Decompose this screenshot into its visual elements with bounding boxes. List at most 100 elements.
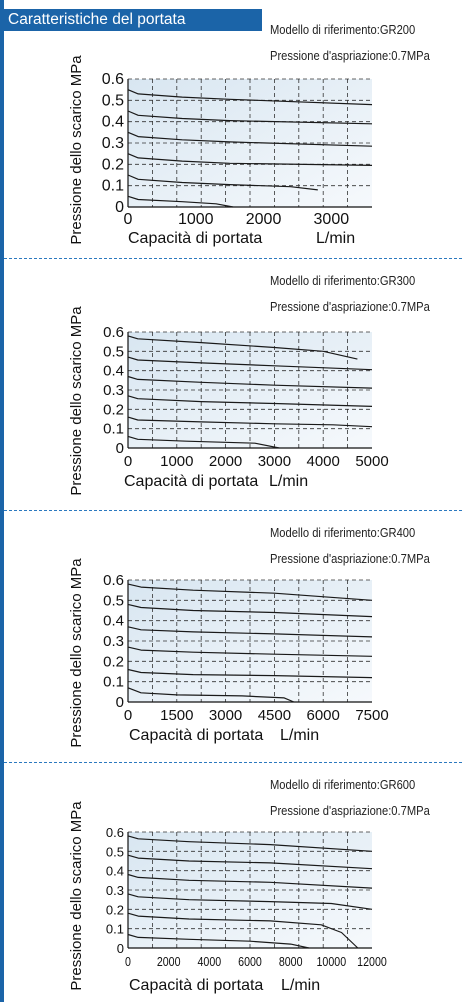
chart-gr600: 0 0.1 0.2 0.3 0.4 0.5 0.6 0 2000 4000 6000 8000 1000… [4,762,462,1002]
series-line-6 [127,435,280,449]
y-tick-label: 0 [116,440,124,457]
x-axis-unit: L/min [269,473,308,490]
series-line-3 [127,375,373,389]
y-tick-label: 0 [116,694,124,711]
y-tick-label: 0.4 [102,114,124,131]
y-tick-label: 0.3 [103,633,124,650]
inlet-pressure-label: Pressione d'aspriazione:0.7MPa [270,299,430,314]
x-tick-label: 12000 [357,954,387,969]
y-tick-label: 0.5 [102,92,124,109]
y-axis-label: Pressione dello scarico MPa [68,306,85,496]
y-tick-label: 0.2 [103,401,124,418]
x-axis-label: Capacità di portata [129,727,263,744]
chart-gr400: 0 0.1 0.2 0.3 0.4 0.5 0.6 0 1500 3000 4500 6000 7500… [4,510,462,762]
y-axis-label: Pressione dello scarico MPa [68,558,85,748]
x-tick-label: 2000 [157,954,181,969]
x-tick-label: 6000 [307,707,340,724]
y-tick-label: 0 [115,199,124,216]
x-tick-label: 4000 [197,954,221,969]
model-reference-label: Modello di riferimento:GR600 [270,777,415,792]
y-axis-label: Pressione dello scarico MPa [68,801,85,991]
y-tick-label: 0.4 [106,864,124,879]
x-tick-label: 0 [124,453,132,470]
y-tick-label: 0.1 [102,178,124,195]
y-tick-label: 0.3 [102,135,124,152]
y-tick-label: 0.1 [106,922,124,937]
series-line-1 [127,89,373,106]
series-line-5 [127,174,318,191]
chart-gr300: 0 0.1 0.2 0.3 0.4 0.5 0.6 0 1000 2000 3000 4000 5000… [4,258,462,510]
x-tick-label: 1500 [160,707,193,724]
y-tick-label: 0.2 [102,156,124,173]
y-tick-label: 0.3 [103,382,124,399]
x-tick-label: 10000 [317,954,347,969]
chart-gr400-svg: 00.10.20.30.40.50.60 1500 3000 4500 6000 7500… [68,525,430,748]
y-axis-label: Pressione dello scarico MPa [68,55,85,245]
y-tick-label: 0.6 [103,324,124,341]
inlet-pressure-label: Pressione d'aspriazione:0.7MPa [270,551,430,566]
y-tick-label: 0 [117,941,124,956]
series-line-5 [127,912,359,949]
x-axis-label: Capacità di portata [124,473,258,490]
chart-gr200: 0 0.1 0.2 0.3 0.4 0.5 0.6 0 1000 2000 3000 Capacità… [4,0,462,258]
inlet-pressure-label: Pressione d'aspriazione:0.7MPa [270,48,430,63]
x-tick-label: 2000 [209,453,242,470]
y-tick-label: 0.3 [106,883,124,898]
x-tick-label: 6000 [238,954,262,969]
x-axis-unit: L/min [281,977,320,994]
model-reference-label: Modello di riferimento:GR400 [270,525,415,540]
section-divider [4,510,462,511]
series-line-4 [127,153,373,166]
x-axis-unit: L/min [280,727,319,744]
series-line-2 [127,356,373,371]
y-tick-label: 0.6 [106,825,124,840]
x-tick-label: 4000 [307,453,340,470]
series-line-5 [127,416,373,428]
series-line-6 [127,195,234,208]
x-tick-label: 3000 [209,707,242,724]
x-tick-label: 1000 [160,453,193,470]
series-line-6 [127,933,310,949]
x-tick-label: 0 [124,707,132,724]
y-tick-label: 0.5 [103,592,124,609]
y-tick-label: 0.2 [103,653,124,670]
series-line-3 [127,873,373,889]
section-divider [4,762,462,763]
series-line-1 [127,583,373,601]
x-tick-label: 0 [124,211,133,228]
y-tick-label: 0.2 [106,902,124,917]
chart-gr600-svg: 0 0.1 0.2 0.3 0.4 0.5 0.6 0 2000 4000 6000 8000 1000… [68,777,430,994]
series-line-4 [127,395,373,407]
x-axis-label: Capacità di portata [129,977,263,994]
series-line-1 [127,835,373,852]
series-line-4 [127,646,373,657]
y-tick-label: 0.4 [103,363,124,380]
x-axis-label: Capacità di portata [128,230,262,247]
chart-gr200-svg: 00.10.20.30.40.50.60 1000 2000 3000Capacità… [68,22,430,247]
y-tick-label: 0.1 [103,674,124,691]
x-tick-label: 8000 [279,954,303,969]
series-line-2 [127,603,373,618]
series-line-6 [127,687,295,703]
section-header: Caratteristiche del portata [0,9,262,31]
x-tick-label: 4500 [258,707,291,724]
left-accent-border [0,0,4,1002]
x-tick-label: 2000 [246,211,282,228]
y-tick-label: 0.4 [103,613,124,630]
x-tick-label: 0 [125,954,131,969]
section-title: Caratteristiche del portata [8,11,186,28]
series-line-4 [127,893,373,910]
x-tick-label: 5000 [355,453,388,470]
x-tick-label: 1000 [178,211,214,228]
inlet-pressure-label: Pressione d'aspriazione:0.7MPa [270,803,430,818]
section-divider [4,258,462,259]
model-reference-label: Modello di riferimento:GR200 [270,22,415,37]
series-line-2 [127,854,373,870]
x-tick-label: 3000 [314,211,350,228]
x-tick-label: 3000 [258,453,291,470]
series-line-1 [127,335,358,360]
y-tick-label: 0.5 [103,343,124,360]
x-axis-unit: L/min [316,230,355,247]
series-line-3 [127,131,373,147]
series-line-3 [127,626,373,638]
